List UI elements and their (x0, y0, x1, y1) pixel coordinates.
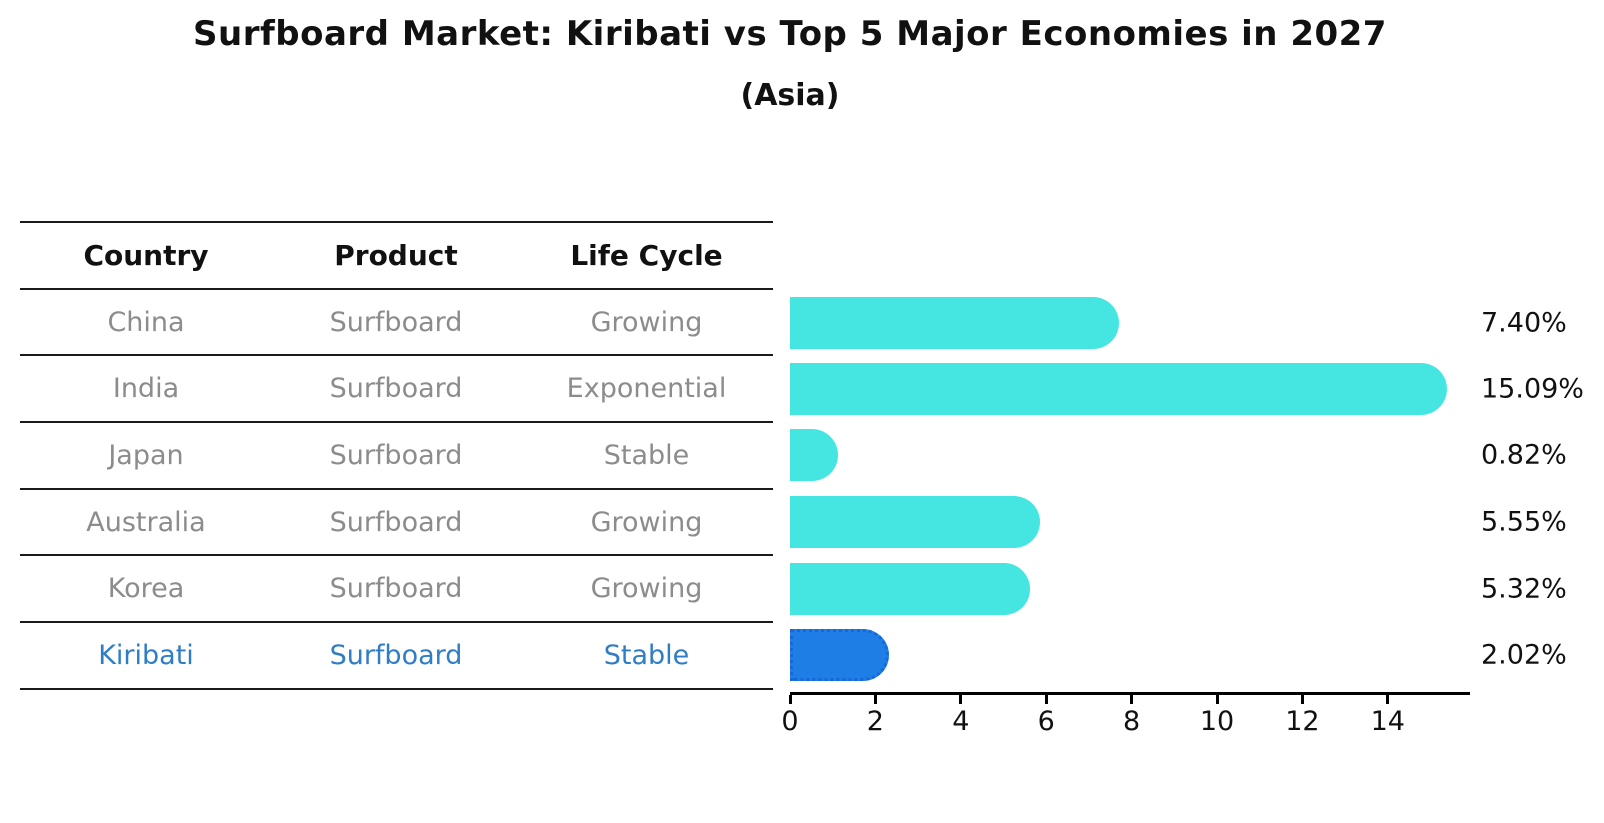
country-table: Country Product Life Cycle China Surfboa… (20, 221, 773, 690)
x-axis-tick (1386, 695, 1390, 704)
product-cell: Surfboard (329, 439, 463, 471)
lifecycle-cell: Stable (603, 439, 690, 471)
value-label-kiribati: 2.02% (1481, 639, 1567, 671)
x-axis-tick (1215, 695, 1219, 704)
x-axis-tick (788, 695, 792, 704)
x-axis-line (790, 692, 1470, 695)
product-cell: Surfboard (329, 373, 463, 405)
value-label-japan: 0.82% (1481, 439, 1567, 471)
country-cell: India (112, 373, 180, 405)
x-axis-tick-label: 2 (866, 706, 884, 737)
lifecycle-cell: Growing (590, 506, 703, 538)
lifecycle-cell: Stable (603, 639, 690, 671)
x-axis-tick-label: 8 (1123, 706, 1141, 737)
x-axis-tick-label: 6 (1037, 706, 1055, 737)
table-row-japan: Japan Surfboard Stable (20, 423, 773, 490)
country-cell: Australia (86, 506, 206, 538)
value-label-korea: 5.32% (1481, 573, 1567, 604)
x-axis-tick (1044, 695, 1048, 704)
value-label-australia: 5.55% (1481, 506, 1567, 537)
column-header-country: Country (83, 238, 209, 272)
lifecycle-cell: Growing (590, 573, 703, 605)
table-row-australia: Australia Surfboard Growing (20, 490, 773, 557)
x-axis-tick-label: 0 (781, 706, 799, 737)
bar-kiribati-highlighted (790, 629, 890, 681)
product-cell: Surfboard (329, 306, 463, 338)
bar-japan (790, 429, 838, 481)
lifecycle-cell: Growing (590, 306, 703, 338)
product-cell: Surfboard (329, 639, 463, 671)
country-cell: China (107, 306, 185, 338)
x-axis-tick-label: 4 (952, 706, 970, 737)
bar-australia (790, 495, 1040, 548)
x-axis-tick-label: 14 (1370, 706, 1405, 737)
column-header-lifecycle: Life Cycle (570, 238, 723, 272)
column-header-product: Product (334, 238, 458, 272)
x-axis-tick-label: 10 (1199, 706, 1235, 737)
table-row-china: China Surfboard Growing (20, 290, 773, 357)
product-cell: Surfboard (329, 506, 463, 538)
value-label-india: 15.09% (1481, 373, 1584, 405)
x-axis-tick (959, 695, 963, 704)
table-header-row: Country Product Life Cycle (20, 223, 773, 290)
chart-subtitle: (Asia) (740, 78, 840, 113)
table-row-kiribati-highlighted: Kiribati Surfboard Stable (20, 623, 773, 690)
country-cell: Japan (108, 439, 184, 471)
x-axis-tick (1130, 695, 1134, 704)
x-axis-tick (1300, 695, 1304, 704)
table-row-india: India Surfboard Exponential (20, 356, 773, 424)
bar-korea (790, 562, 1031, 615)
country-cell: Kiribati (98, 639, 194, 671)
lifecycle-cell: Exponential (566, 373, 727, 405)
country-cell: Korea (107, 573, 185, 605)
table-row-korea: Korea Surfboard Growing (20, 556, 773, 624)
value-label-china: 7.40% (1481, 307, 1567, 338)
bar-india (790, 363, 1448, 415)
chart-title: Surfboard Market: Kiribati vs Top 5 Majo… (193, 14, 1387, 54)
x-axis-tick (873, 695, 877, 704)
x-axis-tick-label: 12 (1285, 706, 1320, 737)
product-cell: Surfboard (329, 573, 463, 605)
bar-china (790, 296, 1119, 349)
